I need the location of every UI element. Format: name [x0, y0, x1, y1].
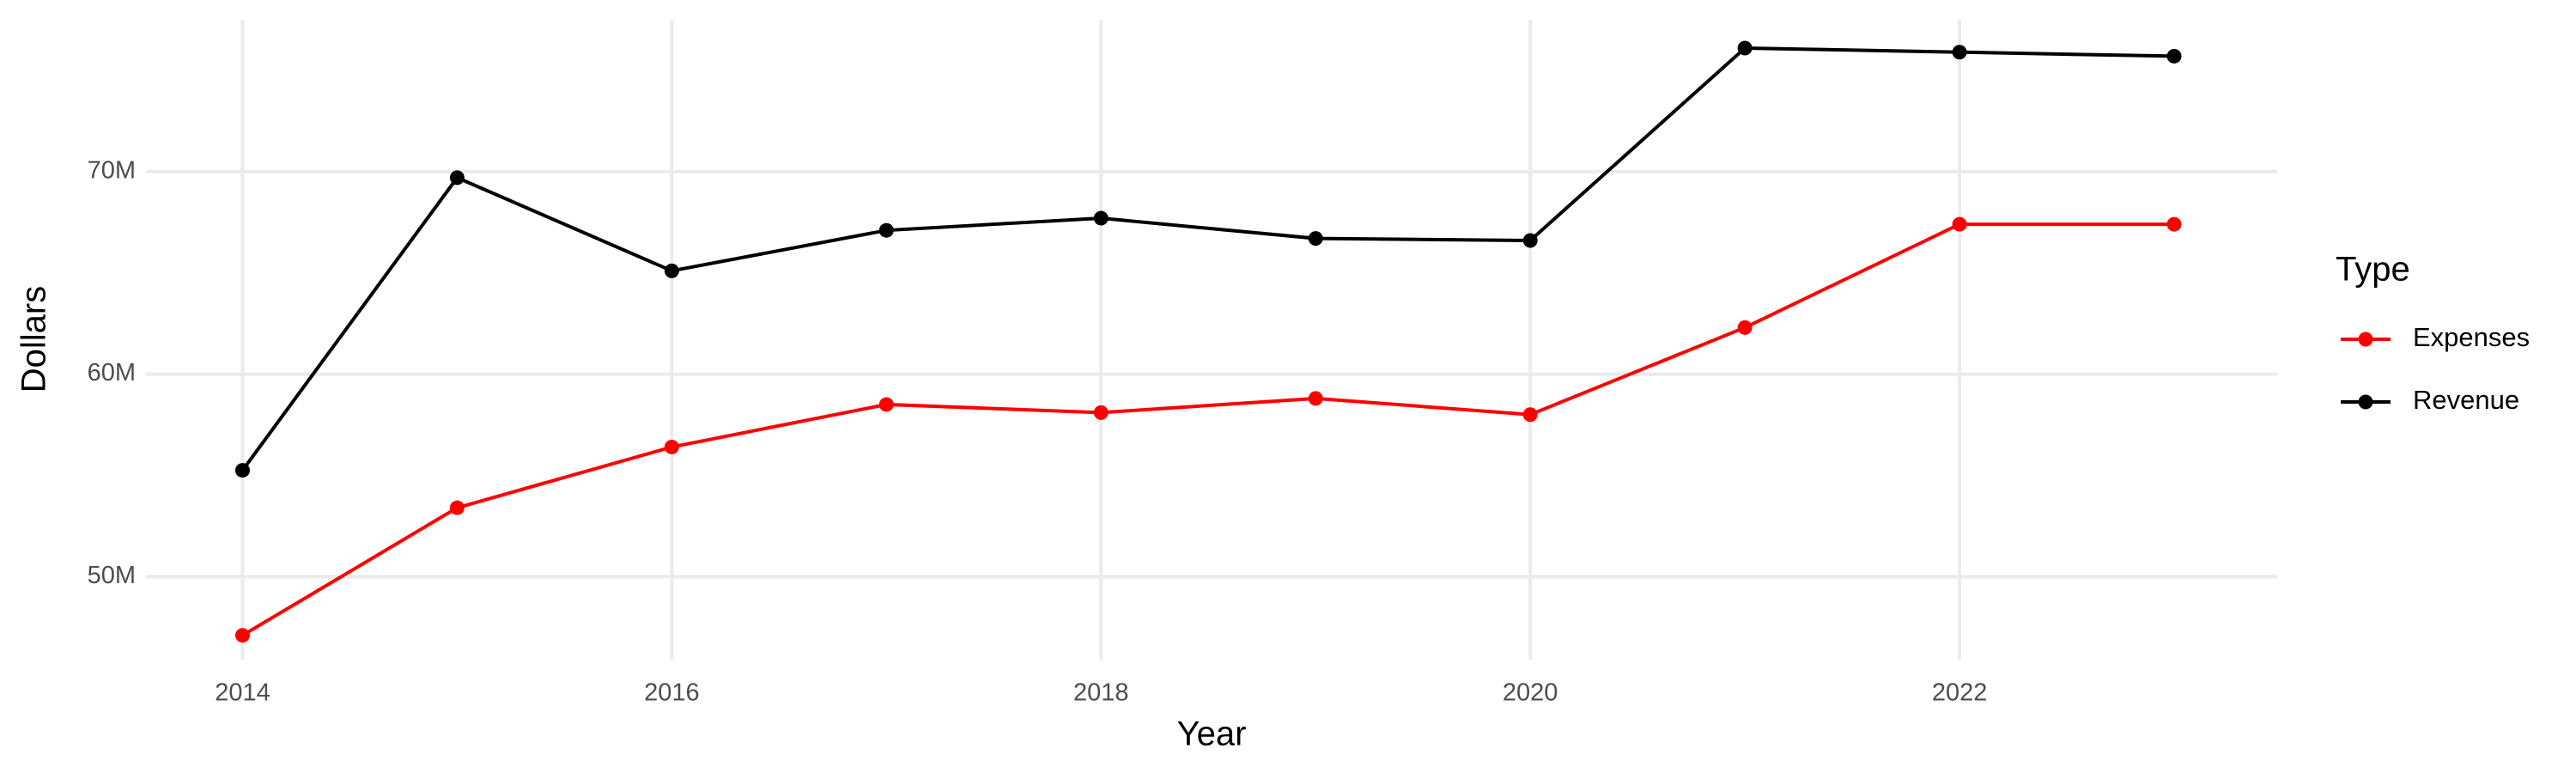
point: [234, 463, 250, 478]
point: [1952, 45, 1967, 60]
legend-key: [2358, 394, 2373, 410]
x-axis-title: Year: [1177, 715, 1247, 753]
point: [1737, 320, 1753, 335]
x-tick-label: 2014: [215, 679, 270, 707]
point: [1308, 231, 1323, 247]
point: [1093, 210, 1109, 226]
x-tick-label: 2022: [1932, 679, 1988, 707]
x-tick-label: 2016: [644, 679, 700, 707]
legend-key: [2358, 332, 2373, 347]
point: [449, 500, 465, 515]
line: [240, 46, 2175, 472]
x-tick-label: 2020: [1503, 679, 1558, 707]
legend-label: Revenue: [2413, 385, 2519, 415]
legend-label: Expenses: [2413, 322, 2530, 352]
point: [1308, 391, 1323, 406]
y-tick-label: 60M: [88, 359, 136, 386]
point: [1522, 407, 1538, 423]
point: [1093, 405, 1109, 420]
x-tick-label: 2018: [1073, 679, 1129, 707]
point: [664, 263, 679, 278]
point: [234, 628, 250, 643]
y-tick-label: 50M: [88, 562, 136, 589]
y-tick-label: 70M: [88, 156, 136, 184]
point: [2166, 48, 2182, 64]
point: [1952, 216, 1967, 232]
y-axis-title: Dollars: [15, 286, 53, 393]
point: [449, 170, 465, 186]
legend-title: Type: [2336, 251, 2410, 289]
point: [664, 439, 679, 454]
point: [878, 222, 894, 238]
point: [2166, 216, 2182, 232]
point: [1737, 40, 1753, 56]
line: [241, 222, 2175, 637]
point: [1522, 233, 1538, 248]
point: [878, 397, 894, 412]
